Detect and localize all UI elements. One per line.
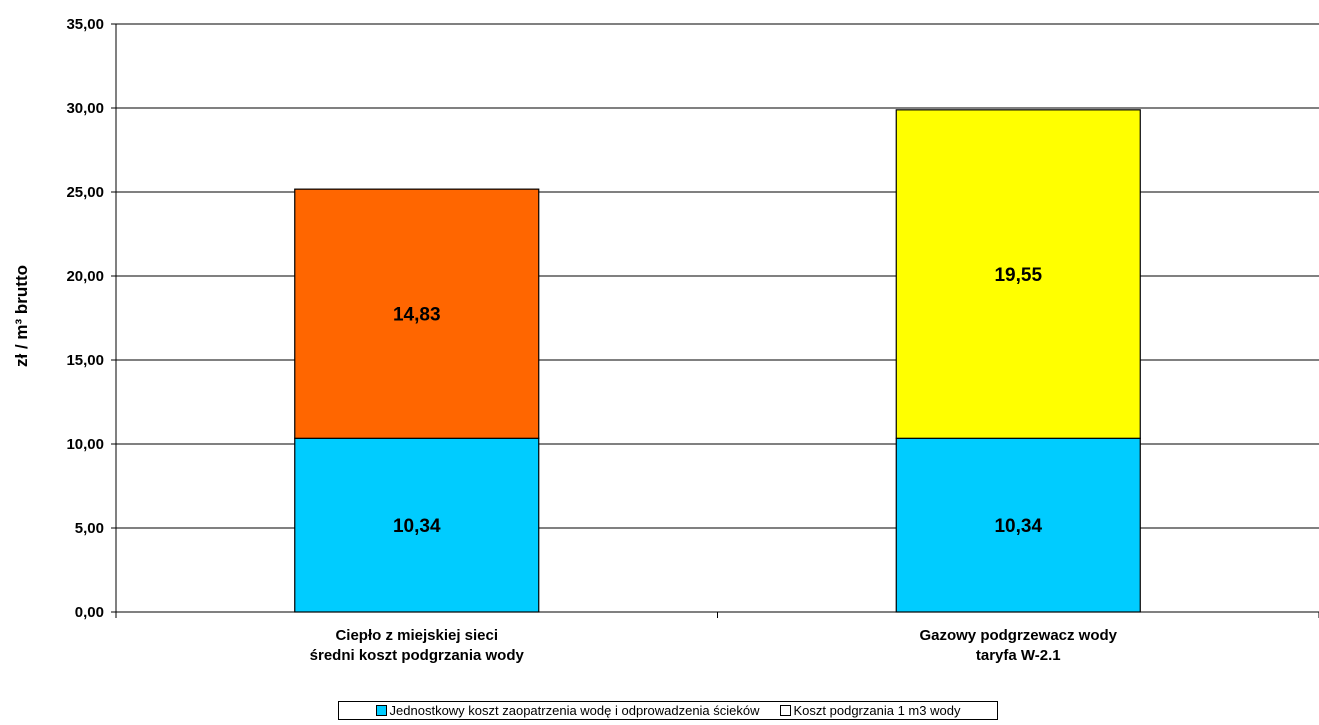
legend: Jednostkowy koszt zaopatrzenia wodę i od…	[338, 701, 998, 720]
legend-item-water-cost: Jednostkowy koszt zaopatrzenia wodę i od…	[375, 703, 760, 718]
legend-swatch-white	[779, 705, 791, 716]
y-tick-label: 15,00	[66, 352, 104, 369]
y-tick-label: 20,00	[66, 268, 104, 285]
data-label: 14,83	[393, 305, 441, 326]
data-label: 10,34	[994, 516, 1042, 537]
y-axis-ticks: 0,00 5,00 10,00 15,00 20,00 25,00 30,00 35,00	[66, 16, 116, 621]
bar-segment-water-cost	[895, 437, 1141, 613]
category-label: taryfa W-2.1	[976, 647, 1061, 664]
data-label: 10,34	[393, 516, 441, 537]
legend-label-water-cost: Jednostkowy koszt zaopatrzenia wodę i od…	[389, 703, 760, 718]
y-axis-label: zł / m³ brutto	[12, 265, 31, 367]
y-tick-label: 35,00	[66, 16, 104, 33]
legend-item-heating-cost: Koszt podgrzania 1 m3 wody	[779, 703, 961, 718]
legend-label-heating-cost: Koszt podgrzania 1 m3 wody	[793, 703, 961, 718]
bar-segment-heating-cost	[895, 109, 1141, 439]
y-tick-label: 0,00	[75, 604, 104, 621]
category-label: średni koszt podgrzania wody	[310, 647, 525, 664]
category-labels: Ciepło z miejskiej sieci średni koszt pod…	[310, 627, 1118, 664]
data-label: 19,55	[994, 265, 1042, 286]
bar-segment-heating-cost	[294, 188, 540, 439]
bar-segment-water-cost	[294, 437, 540, 613]
y-tick-label: 30,00	[66, 100, 104, 117]
category-label: Gazowy podgrzewacz wody	[919, 627, 1117, 644]
category-label: Ciepło z miejskiej sieci	[335, 627, 498, 644]
bars: 10,34 14,83 10,34 19,55	[294, 109, 1141, 613]
y-tick-label: 25,00	[66, 184, 104, 201]
legend-swatch-cyan	[375, 705, 387, 716]
y-tick-label: 5,00	[75, 520, 104, 537]
y-tick-label: 10,00	[66, 436, 104, 453]
x-axis	[115, 24, 1319, 618]
